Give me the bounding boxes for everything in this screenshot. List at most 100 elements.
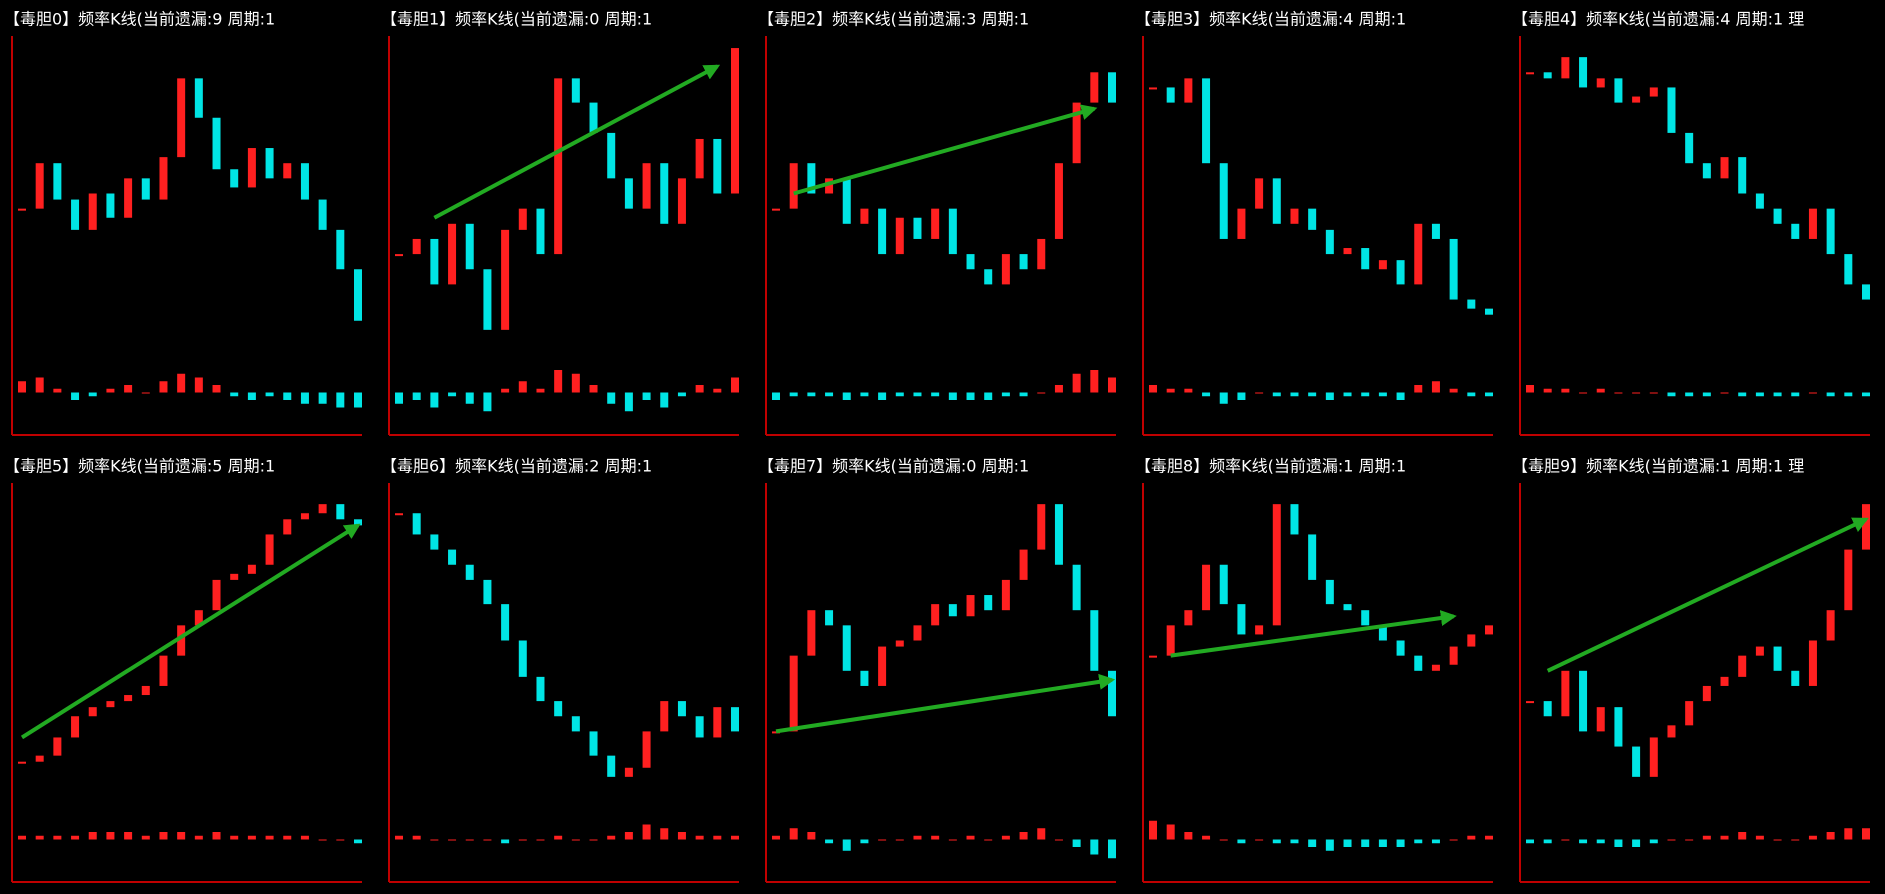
candle — [265, 534, 274, 565]
candle — [53, 163, 62, 200]
macd-bar — [1037, 392, 1046, 394]
candle — [1343, 248, 1352, 255]
macd-bar — [336, 392, 345, 408]
candle — [772, 731, 780, 734]
macd-bar — [1090, 370, 1099, 393]
macd-bar — [1526, 385, 1534, 393]
macd-bar — [589, 385, 598, 393]
macd-bar — [1202, 835, 1211, 840]
macd-bar — [1343, 392, 1352, 397]
candle — [1149, 87, 1157, 90]
macd-bar — [124, 385, 133, 393]
candle — [1649, 737, 1658, 777]
candle — [336, 504, 345, 520]
macd-bar — [1272, 839, 1281, 844]
macd-bar — [448, 839, 457, 841]
macd-bar — [1149, 820, 1157, 840]
candle — [825, 610, 834, 626]
candle — [1808, 208, 1817, 239]
candle — [1685, 132, 1694, 164]
candle — [1526, 701, 1534, 704]
candle — [878, 208, 887, 255]
macd-bar — [1485, 835, 1493, 840]
candle — [713, 138, 722, 194]
candle — [1001, 579, 1010, 611]
macd-bar — [1826, 832, 1835, 840]
candle — [1396, 640, 1405, 656]
macd-bar — [1808, 392, 1817, 394]
candle — [660, 163, 669, 224]
candle — [1272, 178, 1281, 224]
macd-bar — [518, 381, 527, 393]
macd-bar — [984, 839, 993, 841]
candle — [1720, 676, 1729, 686]
macd-bar — [948, 392, 957, 400]
macd-bar — [1467, 835, 1476, 840]
candle — [412, 238, 421, 255]
macd-bar — [1862, 828, 1870, 840]
candle — [395, 254, 403, 257]
candle — [1862, 284, 1870, 300]
candle — [1149, 655, 1157, 658]
candle — [106, 193, 115, 218]
macd-bar — [501, 388, 510, 393]
candle — [318, 199, 327, 230]
candle — [878, 646, 887, 686]
macd-bar — [395, 835, 403, 840]
macd-bar — [825, 839, 834, 844]
candle — [1449, 646, 1458, 665]
candle — [1255, 178, 1264, 209]
macd-bar — [354, 392, 362, 408]
macd-bar — [660, 392, 669, 408]
trend-arrow — [20, 523, 361, 740]
candle — [1414, 223, 1423, 285]
macd-bar — [731, 377, 739, 393]
macd-bar — [1272, 392, 1281, 397]
candle — [71, 199, 80, 230]
macd-bar — [1485, 392, 1493, 397]
macd-bar — [177, 832, 186, 840]
macd-bar — [789, 828, 798, 840]
candle — [1166, 87, 1175, 103]
macd-bar — [1019, 832, 1028, 840]
macd-bar — [1166, 388, 1175, 393]
candle — [1090, 610, 1099, 671]
candle — [1596, 707, 1605, 732]
macd-bar — [1090, 839, 1099, 855]
candle — [1773, 208, 1782, 224]
candle — [518, 640, 527, 677]
candle — [230, 573, 239, 580]
macd-bar — [412, 835, 421, 840]
candle — [642, 163, 651, 209]
candle — [53, 737, 62, 756]
candle — [913, 625, 922, 641]
macd-bar — [1773, 392, 1782, 397]
candle — [1019, 549, 1028, 580]
macd-bar — [1361, 392, 1370, 397]
candle — [1614, 78, 1623, 103]
macd-bar — [354, 839, 362, 844]
candle — [1072, 564, 1081, 611]
candle — [1485, 625, 1493, 635]
macd-bar — [554, 370, 563, 393]
macd-bar — [141, 835, 150, 840]
macd-bar — [230, 835, 239, 840]
macd-bar — [1614, 839, 1623, 847]
macd-bar — [336, 839, 345, 841]
macd-bar — [677, 832, 686, 840]
macd-bar — [501, 839, 510, 844]
macd-bar — [1343, 839, 1352, 847]
macd-bar — [1755, 835, 1764, 840]
candle — [1755, 193, 1764, 209]
candle — [430, 238, 439, 285]
candle — [1755, 646, 1764, 656]
panel-title: 【毒胆7】频率K线(当前遗漏:0 周期:1 — [758, 457, 1029, 476]
macd-bar — [1449, 388, 1458, 393]
candle — [1826, 610, 1835, 641]
candle — [518, 208, 527, 230]
macd-bar — [607, 392, 616, 404]
macd-bar — [53, 388, 62, 393]
macd-bar — [194, 835, 203, 840]
candle — [807, 163, 816, 194]
candle — [589, 102, 598, 133]
